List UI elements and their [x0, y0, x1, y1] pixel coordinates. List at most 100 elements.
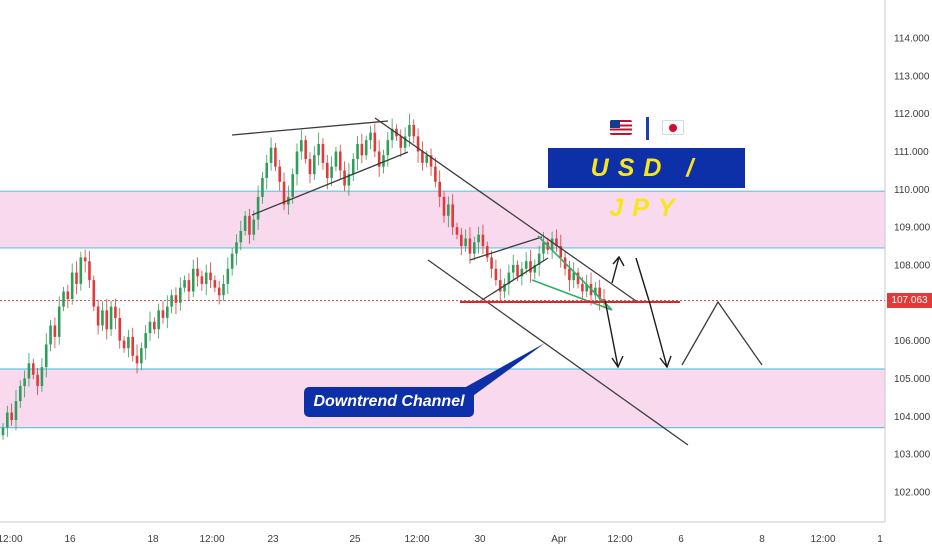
candle [386, 132, 390, 167]
candle [533, 259, 537, 280]
x-tick-label: Apr [551, 534, 567, 545]
candle [261, 172, 264, 204]
candle [304, 135, 307, 164]
candle [529, 249, 532, 283]
candle [57, 296, 61, 345]
candle [40, 358, 44, 392]
candle [96, 299, 100, 335]
candle [157, 303, 160, 339]
candle [447, 196, 450, 228]
candle [140, 342, 143, 371]
candle [14, 389, 18, 431]
candle [18, 380, 22, 408]
candle [477, 226, 480, 254]
candle [416, 128, 420, 163]
candle [360, 133, 364, 164]
candle [455, 222, 459, 240]
candle [79, 251, 83, 291]
candle [520, 261, 524, 286]
candle [282, 172, 286, 211]
candle [131, 327, 135, 362]
arrow-up-short [611, 255, 625, 284]
candle [434, 157, 437, 188]
candle [317, 132, 320, 166]
candle [183, 275, 186, 293]
candle [53, 317, 57, 349]
candles-layer [1, 113, 606, 440]
candle [399, 129, 403, 157]
candle [412, 119, 416, 144]
candle [308, 152, 312, 184]
candle [429, 148, 433, 176]
y-tick-label: 106.000 [894, 336, 931, 347]
candle [524, 252, 528, 275]
flag-upper-line [469, 236, 543, 261]
y-tick-label: 113.000 [894, 71, 930, 82]
x-tick-label: 30 [474, 534, 486, 545]
candle [114, 298, 117, 330]
candle [438, 170, 441, 208]
candle [178, 277, 182, 311]
candle [351, 153, 355, 181]
y-tick-label: 112.000 [894, 109, 930, 120]
currency-flags [608, 117, 688, 141]
x-tick-label: 12:00 [607, 534, 632, 545]
candle [390, 118, 394, 149]
candle [330, 156, 333, 186]
candle [222, 274, 225, 301]
candle [166, 295, 169, 329]
candle [594, 282, 597, 303]
candle [6, 405, 9, 437]
candle [36, 367, 39, 396]
y-tick-label: 108.000 [894, 260, 931, 271]
channel-label-pointer [455, 343, 545, 404]
candle [135, 344, 139, 374]
channel-upper-line [374, 117, 637, 302]
y-tick-label: 103.000 [894, 450, 931, 461]
candle [377, 140, 381, 177]
triangle-upper-line [231, 120, 389, 136]
candle [498, 268, 502, 302]
candle [494, 259, 498, 286]
y-tick-label: 105.000 [894, 374, 931, 385]
candle [300, 129, 303, 160]
candle [170, 289, 173, 314]
candle [568, 260, 571, 292]
x-tick-label: 8 [759, 534, 765, 545]
candle [101, 301, 104, 332]
candle [27, 353, 31, 387]
candle [161, 301, 165, 324]
candle [464, 229, 467, 252]
candle [472, 236, 476, 261]
candle [364, 135, 368, 160]
x-tick-label: 23 [267, 534, 279, 545]
flag-lower-line [481, 257, 549, 301]
arrow-down-left [604, 299, 624, 369]
candle [403, 127, 407, 154]
candle [576, 268, 580, 289]
candle [256, 185, 260, 230]
candle [347, 162, 351, 196]
current-price-tag: 107.063 [887, 293, 932, 308]
candle [44, 333, 48, 378]
candle [369, 125, 372, 150]
candle [334, 146, 338, 172]
candle [550, 231, 554, 259]
x-tick-label: 12:00 [0, 534, 23, 545]
candle [122, 336, 126, 353]
candle [88, 250, 91, 289]
candle [226, 257, 230, 295]
candle [70, 263, 74, 305]
candle [49, 319, 52, 352]
channel-lower-line [427, 259, 689, 446]
y-tick-label: 102.000 [894, 487, 931, 498]
candle [127, 330, 130, 358]
candle [485, 241, 489, 262]
candle [325, 154, 329, 190]
candle [451, 194, 454, 236]
candle [83, 249, 87, 273]
candle [542, 232, 545, 262]
